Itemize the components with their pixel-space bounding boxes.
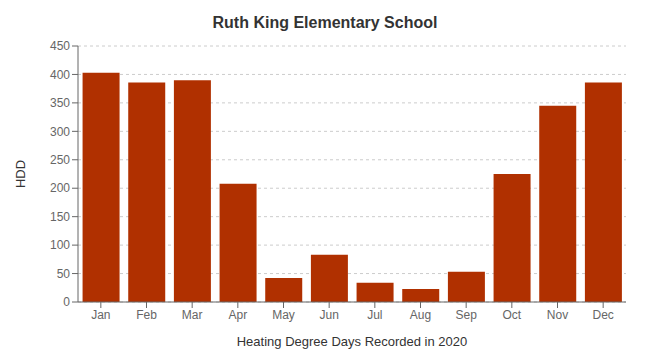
svg-text:Feb: Feb	[136, 308, 157, 322]
svg-text:100: 100	[50, 238, 70, 252]
svg-text:Oct: Oct	[502, 308, 521, 322]
svg-text:50: 50	[57, 267, 71, 281]
svg-text:200: 200	[50, 181, 70, 195]
svg-text:300: 300	[50, 125, 70, 139]
svg-text:350: 350	[50, 96, 70, 110]
svg-text:Sep: Sep	[455, 308, 477, 322]
svg-text:Jun: Jun	[319, 308, 338, 322]
html-text:Ruth King Elementary School: Ruth King Elementary School	[212, 14, 438, 31]
svg-text:250: 250	[50, 153, 70, 167]
svg-text:150: 150	[50, 210, 70, 224]
svg-text:Jan: Jan	[91, 308, 110, 322]
svg-text:Heating Degree Days Recorded i: Heating Degree Days Recorded in 2020	[237, 334, 468, 349]
svg-text:0: 0	[63, 295, 70, 309]
svg-text:Aug: Aug	[410, 308, 431, 322]
svg-text:Jul: Jul	[367, 308, 382, 322]
svg-text:HDD: HDD	[13, 160, 28, 188]
svg-text:Apr: Apr	[228, 308, 247, 322]
svg-text:400: 400	[50, 68, 70, 82]
svg-text:Mar: Mar	[182, 308, 203, 322]
svg-text:Nov: Nov	[547, 308, 568, 322]
svg-text:May: May	[272, 308, 295, 322]
svg-text:Dec: Dec	[592, 308, 613, 322]
svg-text:450: 450	[50, 39, 70, 53]
